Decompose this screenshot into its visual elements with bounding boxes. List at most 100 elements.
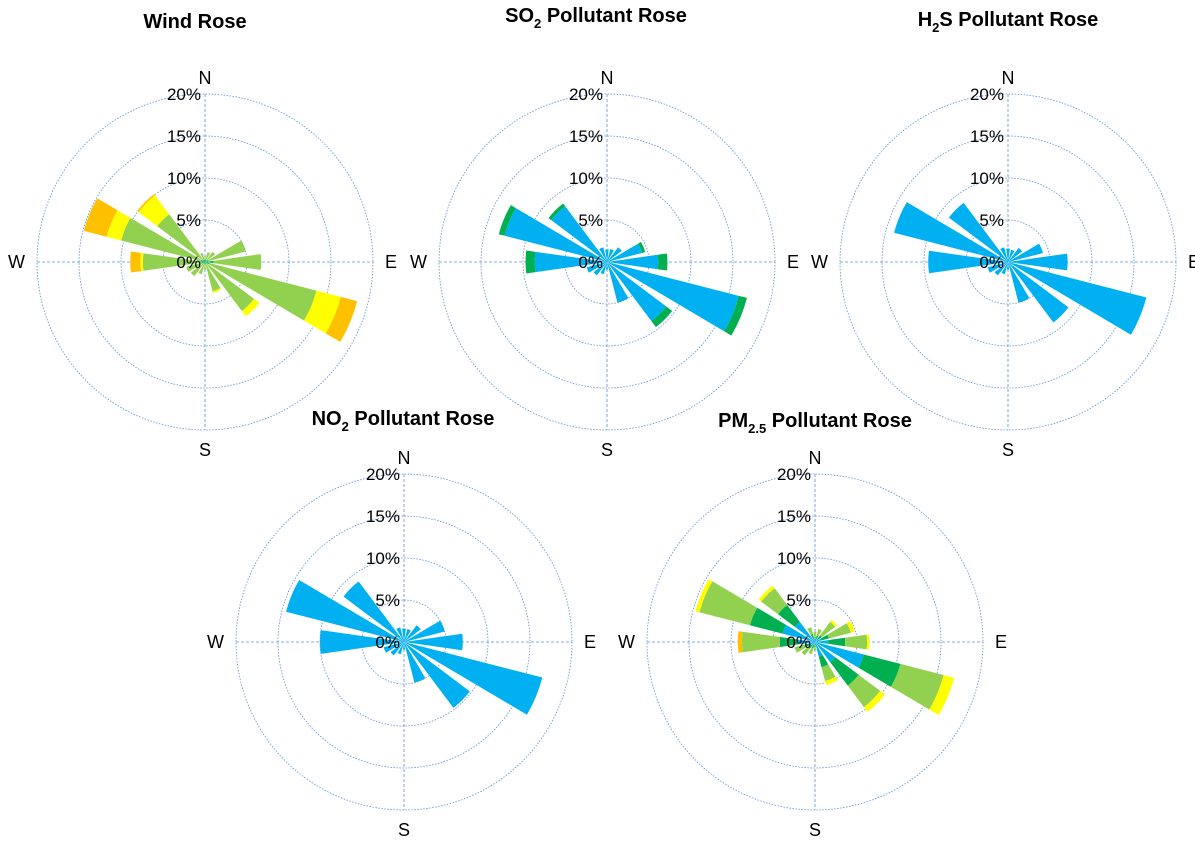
- wedge-ne-seg0: [1008, 247, 1023, 262]
- wedge-ssw-seg1: [203, 262, 205, 265]
- wedge-sse-seg0: [815, 642, 823, 657]
- wedge-wnw-seg1: [498, 205, 516, 236]
- wedge-nnw-seg1: [810, 633, 814, 639]
- ring-label: 0%: [786, 633, 811, 652]
- wedge-e-seg1: [205, 260, 214, 264]
- wedge-nw-seg3: [758, 585, 775, 602]
- compass-label-n: N: [809, 448, 822, 468]
- wedge-w-seg0: [320, 630, 404, 654]
- compass-label-w: W: [410, 252, 427, 272]
- wedge-s-seg2: [813, 646, 817, 651]
- wedge-ne-seg0: [404, 625, 421, 642]
- wedge-se-seg0: [1008, 262, 1069, 323]
- ring-label: 20%: [167, 85, 201, 104]
- wedge-ese-seg1: [724, 295, 747, 336]
- wedge-s-seg0: [402, 642, 406, 650]
- ring-label: 0%: [176, 253, 201, 272]
- pm25-pollutant-rose: 0% 5% 10% 15% 20%N E S W PM2.5 Pollutant Rose: [618, 410, 1007, 840]
- compass-label-n: N: [601, 68, 614, 88]
- wedge-w-seg3: [140, 252, 144, 272]
- wedge-wnw-seg2: [699, 581, 758, 626]
- wedge-sw-seg0: [994, 262, 1008, 276]
- ring-label: 20%: [970, 85, 1004, 104]
- wedge-ssw-seg0: [813, 642, 815, 646]
- ring-label: 10%: [167, 169, 201, 188]
- compass-label-n: N: [1002, 68, 1015, 88]
- ring-label: 5%: [786, 591, 811, 610]
- ring-label: 0%: [979, 253, 1004, 272]
- wedge-ene-seg1: [638, 241, 646, 254]
- rose-title-main: H: [918, 9, 932, 31]
- grid-ring: [78, 135, 332, 389]
- ring-label: 20%: [366, 465, 400, 484]
- compass-label-e: E: [1188, 252, 1195, 272]
- wedge-ese-seg4: [325, 296, 358, 342]
- wedge-e-seg0: [607, 254, 659, 270]
- wedge-se-seg0: [404, 642, 470, 708]
- wedge-s-seg2: [203, 263, 207, 270]
- compass-label-s: S: [1002, 440, 1014, 460]
- wedge-ne-seg3: [830, 619, 838, 627]
- grid-ring: [688, 515, 942, 769]
- wedge-sse-seg1: [818, 655, 829, 668]
- wedge-ese-seg1: [858, 654, 901, 687]
- rose-title-main: Wind Rose: [143, 11, 246, 33]
- wedge-ne-seg2: [206, 251, 216, 261]
- ring-label: 20%: [569, 85, 603, 104]
- compass-label-w: W: [811, 252, 828, 272]
- wedge-n-seg0: [1006, 248, 1010, 262]
- wedge-ese-seg1: [205, 262, 210, 265]
- wedge-nnw-seg0: [812, 637, 815, 642]
- wedge-ese-seg0: [1008, 262, 1147, 335]
- ring-label: 15%: [167, 127, 201, 146]
- compass-label-n: N: [398, 448, 411, 468]
- wedge-s-seg0: [1006, 262, 1010, 270]
- wedge-e-seg1: [657, 253, 668, 271]
- compass-label-n: N: [199, 68, 212, 88]
- wedge-e-seg3: [866, 634, 870, 650]
- h2s-pollutant-rose: 0% 5% 10% 15% 20%N E S W H2S Pollutant Rose: [811, 9, 1195, 460]
- ring-label: 20%: [777, 465, 811, 484]
- wedge-nw-seg1: [778, 605, 800, 627]
- rose-title: SO2 Pollutant Rose: [505, 5, 687, 31]
- wedge-sse-seg3: [212, 288, 222, 293]
- wedge-wsw-seg0: [383, 642, 404, 653]
- wedge-ne-seg1: [817, 635, 822, 640]
- compass-label-e: E: [995, 632, 1007, 652]
- wedge-wsw-seg2: [794, 644, 807, 653]
- wedge-se-seg2: [847, 674, 881, 708]
- wedge-wnw-seg0: [504, 208, 607, 262]
- wedge-w-seg4: [737, 631, 743, 653]
- wedge-nnw-seg2: [200, 253, 205, 260]
- wedge-sse-seg1: [205, 262, 207, 265]
- wedge-ene-seg0: [404, 620, 445, 642]
- ring-label: 10%: [970, 169, 1004, 188]
- wedge-w-seg2: [142, 253, 201, 271]
- wedge-nne-seg1: [815, 635, 819, 640]
- ring-label: 10%: [569, 169, 603, 188]
- wedge-se-seg0: [815, 642, 836, 663]
- compass-label-w: W: [618, 632, 635, 652]
- wedge-ssw-seg0: [600, 262, 607, 275]
- rose-title-subscript: 2: [534, 16, 541, 31]
- wedge-nne-seg0: [1008, 249, 1015, 262]
- wedge-sw-seg1: [202, 262, 205, 265]
- wedge-n-seg0: [814, 639, 816, 642]
- wedge-nw-seg2: [761, 588, 788, 615]
- wedge-ene-seg0: [1008, 243, 1043, 262]
- wedge-nw-seg1: [548, 203, 566, 221]
- compass-label-s: S: [601, 440, 613, 460]
- ring-label: 0%: [578, 253, 603, 272]
- wedge-w-seg1: [525, 250, 536, 274]
- wedge-se-seg3: [241, 298, 260, 317]
- grid-ring: [277, 515, 531, 769]
- wedge-w-seg4: [130, 251, 141, 273]
- wedge-nw-seg1: [202, 259, 205, 262]
- wedge-se-seg1: [205, 262, 208, 265]
- wedge-se-seg2: [206, 263, 255, 312]
- wedge-w-seg0: [798, 639, 815, 645]
- compass-label-s: S: [199, 440, 211, 460]
- wedge-wsw-seg1: [805, 643, 811, 648]
- wedge-nne-seg0: [404, 628, 411, 642]
- wedge-nne-seg1: [205, 259, 207, 262]
